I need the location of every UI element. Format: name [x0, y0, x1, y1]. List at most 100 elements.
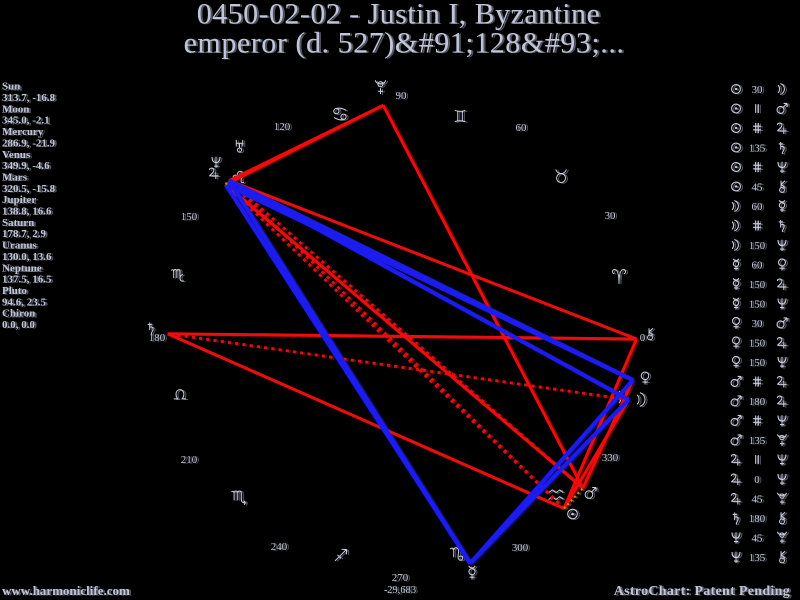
svg-text:150: 150	[181, 211, 198, 223]
svg-text:150: 150	[751, 299, 768, 311]
svg-text:0450-02-02 - Justin I, Byzanti: 0450-02-02 - Justin I, Byzantine	[199, 0, 603, 31]
svg-text:94.6, 23.5: 94.6, 23.5	[4, 297, 49, 309]
svg-text:150: 150	[751, 240, 768, 252]
svg-text:130.0, 13.6: 130.0, 13.6	[4, 252, 54, 264]
svg-text:Venus: Venus	[4, 149, 33, 161]
svg-text:www.harmoniclife.com: www.harmoniclife.com	[4, 584, 132, 599]
svg-text:300: 300	[512, 542, 529, 554]
svg-text:60: 60	[752, 201, 764, 213]
svg-text:180: 180	[751, 396, 768, 408]
svg-text:www.harmoniclife.com: www.harmoniclife.com	[2, 583, 130, 598]
svg-text:Chiron: Chiron	[4, 308, 37, 320]
svg-text:135: 135	[749, 552, 766, 564]
svg-text:330: 330	[604, 453, 621, 465]
svg-text:45: 45	[754, 533, 766, 545]
svg-text:313.7, -16.8: 313.7, -16.8	[4, 93, 58, 105]
svg-text:150: 150	[751, 338, 768, 350]
svg-text:135: 135	[751, 143, 768, 155]
svg-text:349.9, -4.6: 349.9, -4.6	[2, 160, 50, 172]
svg-text:Neptune: Neptune	[2, 262, 42, 274]
svg-text:320.5, -15.8: 320.5, -15.8	[2, 183, 56, 195]
svg-text:Uranus: Uranus	[2, 240, 38, 252]
svg-text:135: 135	[751, 552, 768, 564]
svg-text:150: 150	[749, 279, 766, 291]
svg-text:30: 30	[752, 84, 764, 96]
svg-text:180: 180	[151, 333, 168, 345]
svg-text:Sun: Sun	[4, 81, 22, 93]
svg-text:Mars: Mars	[2, 172, 28, 184]
svg-text:Saturn: Saturn	[4, 218, 36, 230]
svg-text:320.5, -15.8: 320.5, -15.8	[4, 183, 58, 195]
svg-text:30: 30	[752, 318, 764, 330]
svg-text:286.9, -21.9: 286.9, -21.9	[2, 137, 56, 149]
svg-text:30: 30	[607, 211, 619, 223]
svg-text:30: 30	[754, 318, 766, 330]
svg-text:Jupiter: Jupiter	[4, 195, 38, 207]
svg-text:60: 60	[754, 260, 766, 272]
svg-text:180: 180	[749, 513, 766, 525]
svg-text:178.7, 2.9: 178.7, 2.9	[4, 229, 49, 241]
svg-text:Mars: Mars	[4, 172, 30, 184]
svg-text:240: 240	[271, 541, 288, 553]
svg-text:0450-02-02 - Justin I, Byzanti: 0450-02-02 - Justin I, Byzantine	[197, 0, 601, 31]
svg-text:Moon: Moon	[4, 104, 32, 116]
svg-text:Mercury: Mercury	[4, 127, 46, 139]
svg-text:Mercury: Mercury	[2, 126, 44, 138]
svg-text:-29,683: -29,683	[384, 585, 416, 596]
svg-text:150: 150	[749, 240, 766, 252]
svg-text:135: 135	[751, 435, 768, 447]
svg-text:45: 45	[754, 494, 766, 506]
svg-text:0: 0	[756, 474, 762, 486]
svg-text:345.0, -2.1: 345.0, -2.1	[4, 115, 52, 127]
svg-text:210: 210	[181, 454, 198, 466]
svg-text:330: 330	[602, 452, 619, 464]
svg-text:30: 30	[605, 210, 617, 222]
svg-text:135: 135	[749, 142, 766, 154]
svg-text:60: 60	[518, 123, 530, 135]
svg-text:Saturn: Saturn	[2, 217, 34, 229]
svg-text:60: 60	[754, 201, 766, 213]
svg-text:0.0, 0.0: 0.0, 0.0	[4, 320, 38, 332]
svg-text:AstroChart: Patent Pending: AstroChart: Patent Pending	[614, 584, 790, 599]
svg-text:150: 150	[751, 357, 768, 369]
svg-text:178.7, 2.9: 178.7, 2.9	[2, 228, 47, 240]
svg-text:210: 210	[183, 455, 200, 467]
svg-text:Moon: Moon	[2, 103, 30, 115]
svg-text:60: 60	[752, 259, 764, 271]
svg-text:45: 45	[752, 493, 764, 505]
svg-text:150: 150	[749, 357, 766, 369]
svg-text:120: 120	[276, 122, 293, 134]
svg-text:Pluto: Pluto	[2, 285, 28, 297]
svg-text:emperor (d. 527)&#91;128&#93;.: emperor (d. 527)&#91;128&#93;...	[184, 27, 625, 60]
svg-text:45: 45	[752, 181, 764, 193]
svg-text:Neptune: Neptune	[4, 263, 44, 275]
svg-text:0: 0	[642, 333, 648, 345]
svg-text:150: 150	[183, 212, 200, 224]
svg-text:180: 180	[751, 513, 768, 525]
svg-text:90: 90	[398, 91, 410, 103]
svg-text:Sun: Sun	[2, 81, 20, 93]
svg-text:286.9, -21.9: 286.9, -21.9	[4, 138, 58, 150]
svg-text:150: 150	[749, 337, 766, 349]
svg-text:313.7, -16.8: 313.7, -16.8	[2, 92, 56, 104]
svg-text:-29,683: -29,683	[386, 586, 418, 597]
svg-text:45: 45	[752, 532, 764, 544]
svg-text:0.0, 0.0: 0.0, 0.0	[2, 319, 36, 331]
svg-text:138.8, 16.6: 138.8, 16.6	[2, 206, 52, 218]
svg-text:Jupiter: Jupiter	[2, 194, 36, 206]
svg-text:Chiron: Chiron	[2, 308, 35, 320]
svg-text:138.8, 16.6: 138.8, 16.6	[4, 206, 54, 218]
svg-text:150: 150	[751, 279, 768, 291]
svg-text:120: 120	[274, 121, 291, 133]
svg-text:94.6, 23.5: 94.6, 23.5	[2, 296, 47, 308]
svg-text:30: 30	[754, 84, 766, 96]
svg-text:AstroChart: Patent Pending: AstroChart: Patent Pending	[616, 585, 792, 600]
svg-text:240: 240	[273, 542, 290, 554]
svg-text:Pluto: Pluto	[4, 286, 30, 298]
svg-text:135: 135	[749, 435, 766, 447]
svg-text:Uranus: Uranus	[4, 240, 40, 252]
svg-text:270: 270	[392, 572, 409, 584]
svg-text:0: 0	[754, 474, 760, 486]
svg-text:137.5, 16.5: 137.5, 16.5	[2, 274, 52, 286]
svg-text:270: 270	[394, 573, 411, 585]
